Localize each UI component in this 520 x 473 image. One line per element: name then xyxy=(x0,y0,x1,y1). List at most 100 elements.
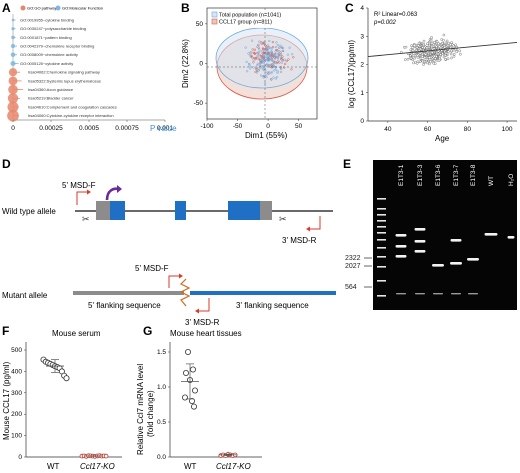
data-point xyxy=(403,58,407,61)
data-point xyxy=(425,46,429,50)
gel-band xyxy=(450,262,462,265)
data-point xyxy=(252,61,255,64)
data-point xyxy=(280,58,283,61)
tick-label: 50 xyxy=(295,123,303,130)
gel-band xyxy=(395,245,407,248)
lane-label: WT xyxy=(488,176,495,186)
data-point xyxy=(276,56,279,59)
data-point xyxy=(257,43,260,47)
data-point xyxy=(260,67,263,70)
data-point xyxy=(250,51,253,54)
panel-b-xlabel: Dim1 (55%) xyxy=(245,131,288,140)
tick-label: 1.5 xyxy=(157,349,166,356)
data-point xyxy=(270,58,273,62)
data-point xyxy=(430,51,434,55)
term-point xyxy=(11,27,15,31)
data-point xyxy=(280,61,283,64)
data-point xyxy=(425,42,429,46)
ladder-band xyxy=(377,226,386,228)
data-point xyxy=(422,39,426,43)
data-point xyxy=(260,60,264,63)
panel-b-ylabel: Dim2 (22.8%) xyxy=(181,39,190,88)
data-point xyxy=(276,56,280,59)
term-point xyxy=(10,60,16,67)
legend-swatch-total xyxy=(211,11,218,18)
tick-label: 0.5 xyxy=(157,419,166,426)
panel-label-a: A xyxy=(2,1,11,15)
data-point xyxy=(279,66,282,69)
data-point xyxy=(285,59,288,63)
data-point xyxy=(250,39,254,42)
data-point xyxy=(275,41,278,44)
data-point xyxy=(454,43,457,47)
primer-r1-arrow xyxy=(309,216,321,230)
data-point xyxy=(279,67,283,71)
tick-label: 1 xyxy=(360,90,364,97)
legend-total: Total population (n=1041) xyxy=(219,13,281,19)
data-point xyxy=(444,41,448,45)
panel-f-group-ko: Ccl17-KO xyxy=(80,462,115,471)
panel-f-title: Mouse serum xyxy=(52,329,101,338)
flank5-bar xyxy=(73,291,184,295)
data-point xyxy=(273,69,276,72)
data-point xyxy=(458,49,462,53)
data-point xyxy=(274,45,278,49)
data-point xyxy=(275,48,278,52)
legend-swatch-ccl17 xyxy=(211,18,218,25)
data-point xyxy=(409,54,412,58)
legend-ccl17: CCL17 group (n=811) xyxy=(219,20,272,26)
data-point xyxy=(263,60,266,63)
legend-swatch-pathway xyxy=(20,5,26,11)
size-marker-label: 2027 xyxy=(345,263,361,270)
data-point xyxy=(271,65,274,68)
tick-label: 0.001 xyxy=(157,125,174,132)
data-point xyxy=(290,68,293,71)
data-point xyxy=(271,45,275,49)
data-point xyxy=(270,72,273,75)
term-label: hsa04060:Cytokine-cytokine receptor inte… xyxy=(28,113,114,118)
data-point xyxy=(291,53,294,56)
data-point xyxy=(263,40,266,44)
term-label: GO:0030247~polysaccharide binding xyxy=(20,26,86,31)
data-point xyxy=(450,49,454,53)
data-point xyxy=(414,49,418,52)
tick-label: 0.0 xyxy=(157,454,166,461)
panel-c-xlabel: Age xyxy=(435,134,450,143)
data-point xyxy=(277,59,280,62)
data-point xyxy=(452,48,456,52)
data-point xyxy=(443,53,447,57)
wt-utr3 xyxy=(260,201,272,220)
panel-b-chart: Total population (n=1041) CCL17 group (n… xyxy=(181,7,318,140)
data-point xyxy=(412,53,416,57)
data-point xyxy=(292,56,295,59)
data-point xyxy=(409,56,413,60)
data-point xyxy=(417,44,420,47)
data-point xyxy=(418,60,422,64)
primer-dimer-band xyxy=(415,293,425,295)
primer-f1-label: 5' MSD-F xyxy=(62,181,96,190)
data-point xyxy=(279,53,283,56)
data-point xyxy=(256,62,260,65)
data-point xyxy=(261,56,265,59)
term-label: hsa04062:Chemokine signaling pathway xyxy=(28,70,100,75)
primer-r2-arrow xyxy=(198,298,210,312)
data-point xyxy=(270,50,273,54)
data-point xyxy=(283,66,286,69)
ladder-band xyxy=(377,208,386,210)
data-point xyxy=(411,49,415,52)
data-point xyxy=(184,348,191,355)
lane-label: E1T3-6 xyxy=(435,164,442,186)
data-point xyxy=(278,50,281,53)
data-point xyxy=(103,453,109,459)
data-point xyxy=(412,61,415,65)
panel-a-chart: GO:GO pathway GO:Molecular Function GO:0… xyxy=(7,5,177,133)
data-point xyxy=(430,45,434,49)
data-point xyxy=(182,369,189,376)
data-point xyxy=(287,58,290,61)
data-point xyxy=(266,56,269,59)
data-point xyxy=(257,57,260,61)
data-point xyxy=(262,47,265,51)
legend-pathway: GO:GO pathway xyxy=(27,6,57,11)
data-point xyxy=(277,52,280,55)
data-point xyxy=(274,54,277,57)
